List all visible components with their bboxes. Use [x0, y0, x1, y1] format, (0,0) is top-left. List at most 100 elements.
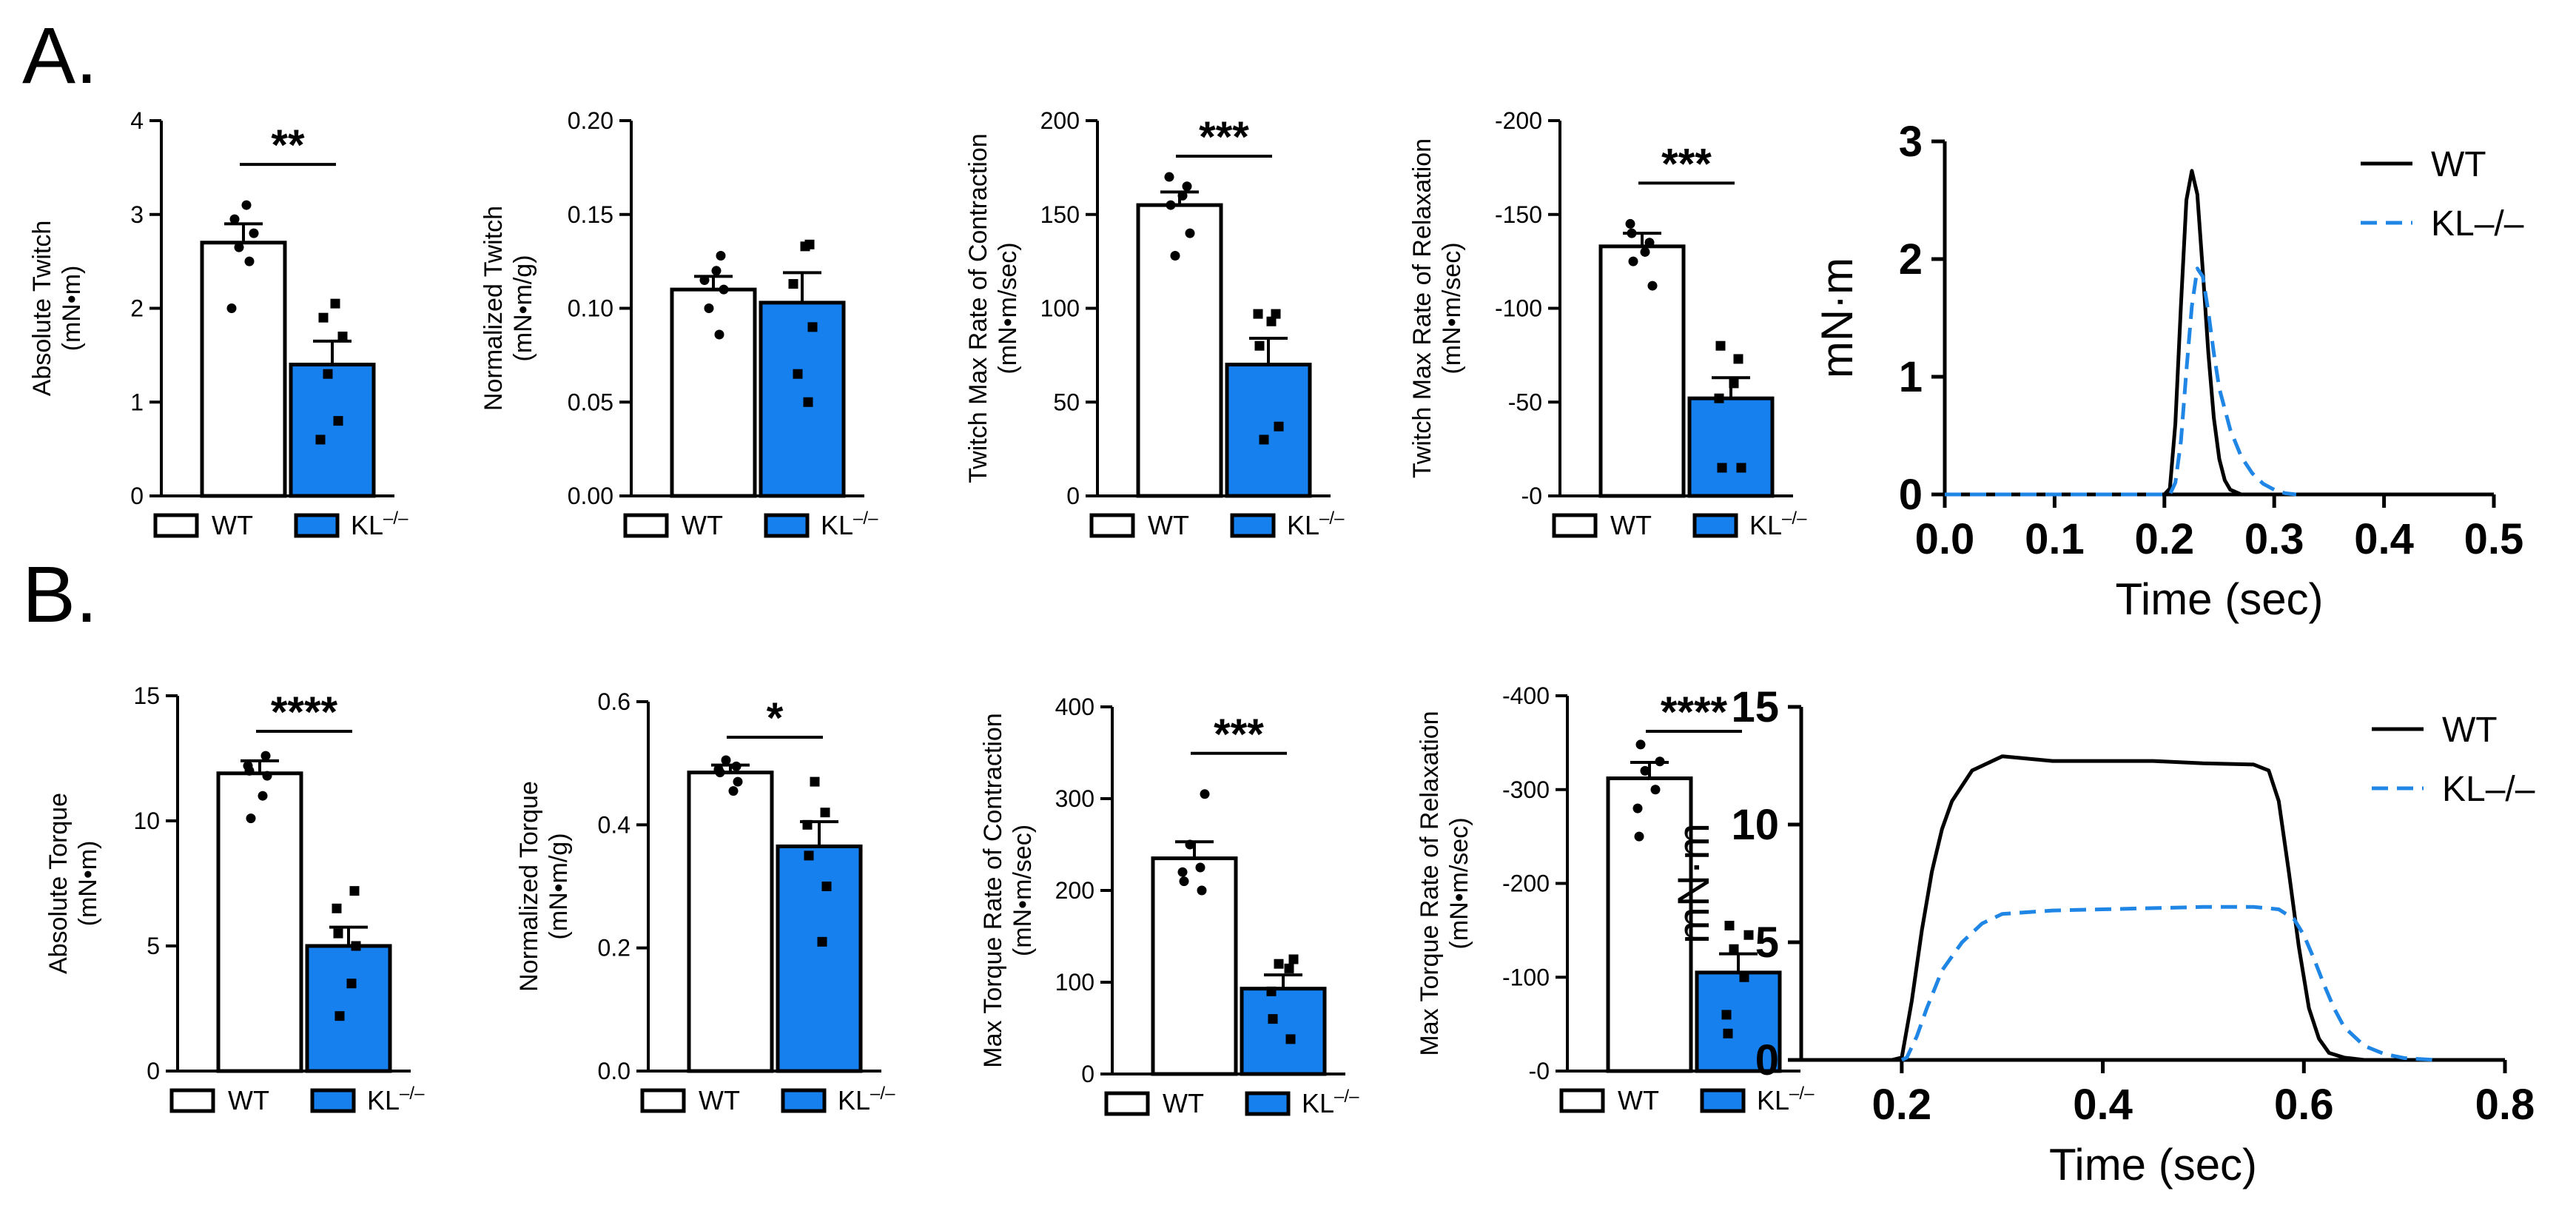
data-point-kl — [1271, 309, 1281, 319]
data-point-wt — [704, 303, 714, 313]
data-point-kl — [1285, 1034, 1296, 1044]
data-point-kl — [315, 434, 326, 445]
bar-kl — [1695, 970, 1782, 1073]
y-tick-label: 3 — [1899, 118, 1923, 166]
data-point-wt — [1185, 839, 1195, 850]
data-point-wt — [229, 214, 240, 224]
legend-swatch-wt — [153, 513, 199, 538]
legend-label-kl: KL–/– — [2442, 770, 2535, 809]
data-point-kl — [1274, 959, 1284, 969]
data-point-wt — [1644, 238, 1655, 248]
bar-wt — [1136, 203, 1223, 498]
legend-label-wt: WT — [1148, 510, 1189, 540]
y-axis-label: (mN•m/g) — [509, 255, 537, 361]
data-point-wt — [234, 242, 244, 252]
data-point-kl — [1268, 1014, 1278, 1024]
y-tick-label: 5 — [147, 933, 160, 959]
legend-swatch-kl — [1700, 1088, 1746, 1113]
y-tick-label: -150 — [1495, 201, 1542, 228]
data-point-kl — [337, 332, 348, 342]
y-tick-label: 0.10 — [568, 295, 613, 322]
bar-wt — [687, 771, 774, 1073]
data-point-kl — [788, 279, 798, 289]
data-point-kl — [802, 819, 813, 830]
legend-label-kl-superscript: –/– — [1789, 1084, 1815, 1104]
legend-label-kl-superscript: –/– — [853, 509, 878, 528]
x-axis-label: Time (sec) — [2115, 574, 2323, 624]
legend-label-wt: WT — [2442, 711, 2498, 750]
y-tick-label: 0.4 — [598, 811, 630, 838]
bar-wt — [216, 771, 303, 1073]
y-axis-label: Twitch Max Rate of Relaxation — [1408, 138, 1436, 478]
y-tick-label: 3 — [130, 201, 144, 228]
y-axis-label: (mN•m/g) — [545, 833, 573, 939]
bar-kl — [759, 301, 846, 498]
y-tick-label: 10 — [133, 808, 160, 834]
legend-swatch-kl — [764, 513, 810, 538]
data-point-kl — [817, 936, 827, 947]
data-point-kl — [804, 850, 814, 861]
y-tick-label: 15 — [133, 682, 160, 709]
legend-swatch-kl — [1245, 1091, 1291, 1116]
y-tick-label: -0 — [1521, 483, 1542, 509]
data-point-wt — [1625, 218, 1635, 229]
bar-kl — [305, 944, 392, 1073]
y-tick-label: 1 — [1899, 353, 1923, 401]
y-tick-label: 1 — [130, 389, 144, 415]
data-point-kl — [804, 239, 815, 249]
y-tick-label: 2 — [1899, 235, 1923, 283]
y-tick-label: 0.00 — [568, 483, 613, 509]
y-tick-label: 150 — [1040, 201, 1080, 228]
data-point-kl — [821, 882, 832, 891]
legend-label-kl: KL–/– — [351, 509, 408, 540]
y-axis-label: (mN•m/sec) — [1009, 825, 1037, 956]
data-point-wt — [1177, 867, 1188, 877]
legend-swatch-wt — [1552, 513, 1598, 538]
legend-label-wt: WT — [228, 1085, 269, 1115]
y-tick-label: 0.20 — [568, 107, 613, 134]
legend-label-kl: KL–/– — [1287, 509, 1345, 540]
data-point-wt — [262, 771, 272, 781]
data-point-wt — [1200, 789, 1210, 799]
trace-line-wt — [1801, 754, 2505, 1062]
legend-label-wt: WT — [1618, 1085, 1659, 1115]
panel-label-a: A. — [22, 10, 98, 100]
y-tick-label: 4 — [130, 107, 144, 134]
y-tick-label: 0 — [147, 1058, 160, 1084]
data-point-wt — [1640, 765, 1650, 776]
y-tick-label: 0.0 — [598, 1058, 630, 1084]
data-point-kl — [333, 416, 343, 426]
y-axis-label: (mN•m) — [58, 266, 86, 352]
data-point-kl — [1253, 309, 1263, 319]
legend-swatch-kl — [1692, 513, 1738, 538]
legend-label-kl: KL–/– — [821, 509, 878, 540]
y-axis-label: Absolute Twitch — [28, 221, 56, 397]
data-point-wt — [1195, 862, 1205, 873]
bar-chart-a1: 0 1 2 3 4 Absolute Twitch (mN•m) ** WT KL–/– — [28, 107, 408, 540]
x-tick-label: 0.6 — [2274, 1081, 2334, 1129]
data-point-wt — [713, 764, 724, 774]
legend-label-wt: WT — [212, 510, 253, 540]
data-point-wt — [1655, 756, 1665, 767]
x-axis-label: Time (sec) — [2049, 1140, 2257, 1189]
y-axis-label: (mN•m/sec) — [1438, 242, 1466, 374]
y-tick-label: 0 — [1066, 483, 1080, 509]
y-tick-label: -100 — [1495, 295, 1542, 322]
data-point-wt — [244, 256, 255, 266]
legend-label-kl: KL–/– — [1749, 509, 1807, 540]
significance-label: **** — [1661, 688, 1728, 736]
y-tick-label: 100 — [1040, 295, 1080, 322]
y-axis-label: Max Torque Rate of Contraction — [979, 713, 1007, 1067]
x-tick-label: 0.3 — [2244, 515, 2304, 563]
data-point-wt — [1634, 831, 1644, 842]
y-axis-label: Normalized Torque — [515, 781, 543, 992]
data-point-wt — [1177, 190, 1188, 201]
bar-kl — [1225, 363, 1312, 498]
legend-swatch-kl — [781, 1088, 827, 1113]
legend-swatch-wt — [1089, 513, 1135, 538]
bar-chart-a2: 0.00 0.05 0.10 0.15 0.20 Normalized Twitch (mN… — [480, 107, 878, 540]
y-tick-label: -200 — [1495, 107, 1542, 134]
data-point-wt — [241, 200, 252, 210]
y-tick-label: 0 — [1755, 1036, 1779, 1084]
